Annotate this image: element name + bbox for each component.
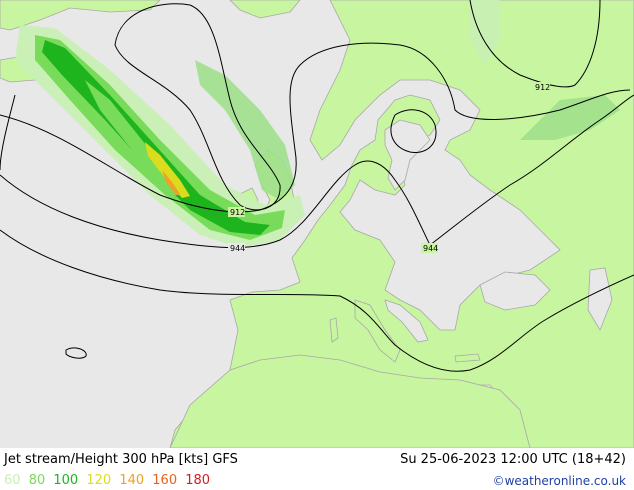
map-title: Jet stream/Height 300 hPa [kts] GFS xyxy=(4,452,238,467)
land-italy xyxy=(354,299,401,363)
legend-item-120: 120 xyxy=(86,473,112,488)
contour-912-east xyxy=(469,0,601,88)
inland-seas xyxy=(384,119,613,343)
valid-time: Su 25-06-2023 12:00 UTC (18+42) xyxy=(400,452,626,467)
jet-zone-60-east xyxy=(470,0,500,65)
legend-item-180: 180 xyxy=(185,473,211,488)
jet-stream-map: 912 944 944 912 xyxy=(0,0,634,449)
land-greenland xyxy=(0,0,161,31)
land-crete xyxy=(454,353,481,363)
credit-link[interactable]: ©weatheronline.co.uk xyxy=(492,474,626,488)
contour-label-912-west: 912 xyxy=(230,208,245,217)
contour-label-group: 912 944 944 912 xyxy=(228,82,550,253)
jet-zone-100 xyxy=(42,40,270,235)
land-svalbard xyxy=(229,0,301,19)
jet-zone-60-east2 xyxy=(520,95,620,140)
land-corsica xyxy=(329,317,339,343)
legend-item-140: 140 xyxy=(119,473,145,488)
contour-small-circle xyxy=(65,347,87,359)
legend-item-160: 160 xyxy=(152,473,178,488)
legend-item-80: 80 xyxy=(28,473,46,488)
contour-lowest xyxy=(0,229,634,372)
contour-label-944-east: 944 xyxy=(423,244,438,253)
legend-item-60: 60 xyxy=(4,473,21,488)
jet-zone-120 xyxy=(145,142,190,198)
jet-stream-shading xyxy=(15,0,620,248)
footer-bar: Jet stream/Height 300 hPa [kts] GFS Su 2… xyxy=(0,448,634,490)
speed-legend: 60 80 100 120 140 160 180 xyxy=(4,473,214,488)
jet-zone-60-scotland xyxy=(195,60,295,200)
baltic-sea xyxy=(384,119,431,191)
black-sea xyxy=(479,271,551,311)
contour-lobe-north xyxy=(114,3,281,211)
contour-label-944-west: 944 xyxy=(230,244,245,253)
height-contours xyxy=(0,0,634,372)
contour-912-west xyxy=(0,94,16,171)
contour-912-main xyxy=(0,42,631,213)
contour-baltic-circle xyxy=(390,109,437,154)
land-africa xyxy=(169,354,531,449)
contour-944 xyxy=(0,94,634,249)
legend-item-100: 100 xyxy=(53,473,79,488)
adriatic-sea xyxy=(384,299,429,343)
contour-label-912-east: 912 xyxy=(535,83,550,92)
caspian-sea xyxy=(587,267,613,331)
jet-zone-140 xyxy=(162,170,180,195)
